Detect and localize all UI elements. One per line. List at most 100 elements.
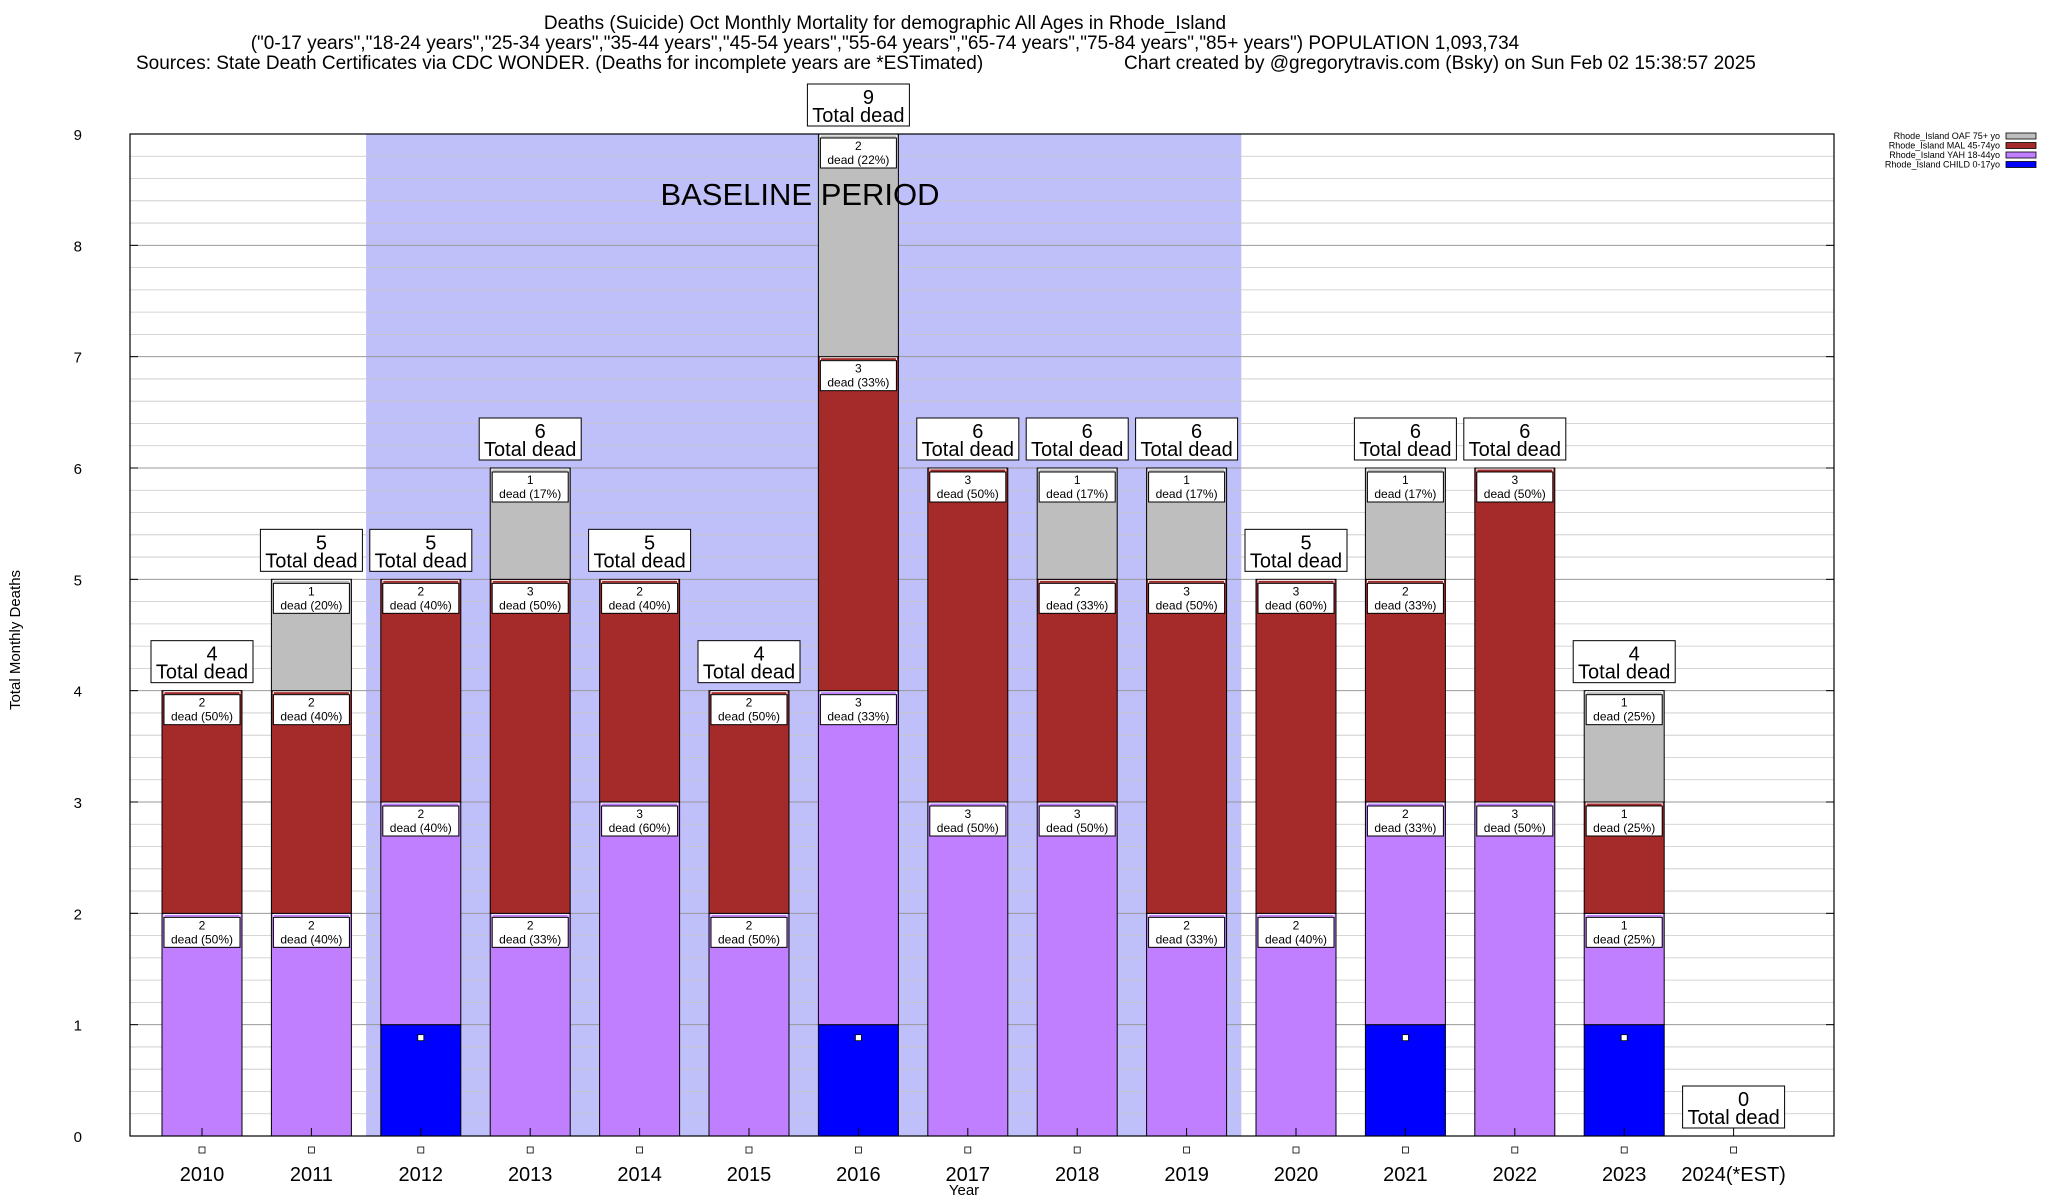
- x-point-marker: [1402, 1146, 1409, 1154]
- total-count-label: 5: [644, 532, 655, 554]
- total-label-box: [1682, 1085, 1786, 1129]
- segment-share-label: dead (33%): [1374, 598, 1436, 612]
- segment-count-label: 2: [1402, 807, 1409, 821]
- segment-share-label: dead (33%): [499, 932, 561, 946]
- segment-share-label: dead (50%): [499, 598, 561, 612]
- segment-count-label: 1: [1183, 473, 1190, 487]
- segment-share-label: dead (25%): [1593, 821, 1655, 835]
- segment-count-label: 3: [964, 807, 971, 821]
- total-label-box: [1025, 417, 1129, 461]
- x-tick-label: 2017: [946, 1164, 991, 1186]
- total-caption-label: Total dead: [484, 439, 576, 461]
- x-point-marker: [964, 1146, 972, 1154]
- total-label-box: [1353, 417, 1457, 461]
- segment-label-box: [491, 471, 569, 503]
- segment-share-label: dead (50%): [937, 821, 999, 835]
- y-tick-label: 3: [74, 795, 82, 812]
- x-tick-label: 2014: [617, 1164, 662, 1186]
- total-count-label: 6: [1082, 421, 1093, 443]
- segment-count-label: 2: [308, 918, 315, 932]
- x-axis-label: Year: [949, 1182, 979, 1199]
- x-point-marker: [1620, 1146, 1628, 1154]
- x-tick-label: 2010: [180, 1164, 225, 1186]
- total-count-label: 9: [863, 87, 874, 109]
- total-count-label: 0: [1738, 1089, 1749, 1111]
- bar-segment: [1364, 578, 1446, 803]
- x-tick-label: 2016: [836, 1164, 881, 1186]
- total-caption-label: Total dead: [593, 550, 685, 572]
- segment-share-label: dead (33%): [827, 376, 889, 390]
- segment-share-label: dead (25%): [1593, 932, 1655, 946]
- segment-count-label: 2: [746, 696, 753, 710]
- segment-count-label: 3: [1511, 807, 1518, 821]
- segment-count-label: 3: [1511, 473, 1518, 487]
- bar-segment: [927, 467, 1009, 803]
- total-caption-label: Total dead: [375, 550, 467, 572]
- segment-count-label: 2: [746, 918, 753, 932]
- bar-segment: [1036, 801, 1118, 1137]
- segment-label-box: [601, 582, 679, 614]
- x-point-marker: [1730, 1146, 1737, 1154]
- bar-segment: [489, 578, 571, 914]
- total-caption-label: Total dead: [265, 550, 357, 572]
- segment-label-box: [929, 805, 1007, 837]
- segment-label-box: [1148, 582, 1226, 614]
- segment-count-label: 3: [855, 696, 862, 710]
- segment-count-label: 2: [1293, 918, 1300, 932]
- total-caption-label: Total dead: [156, 662, 248, 684]
- segment-count-label: 2: [1074, 584, 1081, 598]
- segment-label-box: [1038, 582, 1116, 614]
- x-point-marker: [1292, 1146, 1300, 1154]
- legend-swatch: [2005, 151, 2037, 159]
- total-caption-label: Total dead: [922, 439, 1014, 461]
- total-count-label: 6: [1191, 421, 1202, 443]
- segment-count-label: 2: [636, 584, 643, 598]
- bar-segment: [1364, 1024, 1446, 1137]
- segment-count-label: 2: [417, 584, 424, 598]
- segment-share-label: dead (40%): [390, 598, 452, 612]
- segment-label-box: [272, 916, 350, 948]
- baseline-period-label: BASELINE PERIOD: [660, 177, 939, 212]
- segment-label-box: [1257, 582, 1335, 614]
- total-caption-label: Total dead: [1250, 550, 1342, 572]
- segment-label-box: [163, 916, 241, 948]
- x-tick-label: 2023: [1602, 1164, 1647, 1186]
- bar-segment: [1364, 801, 1446, 1026]
- segment-share-label: dead (20%): [280, 598, 342, 612]
- segment-share-label: dead (40%): [280, 710, 342, 724]
- x-point-marker: [855, 1146, 862, 1154]
- total-label-box: [697, 640, 801, 684]
- total-label-box: [259, 528, 363, 572]
- y-tick-label: 6: [74, 461, 82, 478]
- segment-count-label: 3: [527, 584, 534, 598]
- segment-count-label: 2: [417, 807, 424, 821]
- segment-label-box: [819, 694, 897, 726]
- total-label-box: [916, 417, 1020, 461]
- segment-share-label: dead (22%): [827, 153, 889, 167]
- segment-count-label: 3: [964, 473, 971, 487]
- segment-share-label: dead (50%): [1484, 487, 1546, 501]
- segment-label-box: [1366, 805, 1444, 837]
- segment-count-label: 3: [1074, 807, 1081, 821]
- x-point-marker: [198, 1146, 206, 1154]
- segment-count-label: 2: [855, 139, 862, 153]
- segment-count-label: 1: [1621, 696, 1628, 710]
- segment-share-label: dead (17%): [1374, 487, 1436, 501]
- chart-title: Deaths (Suicide) Oct Monthly Mortality f…: [543, 13, 1227, 34]
- bar-segment: [708, 912, 790, 1137]
- x-tick-label: 2012: [399, 1164, 444, 1186]
- segment-share-label: dead (40%): [390, 821, 452, 835]
- sources-note: Sources: State Death Certificates via CD…: [136, 53, 984, 74]
- bar-segment: [817, 690, 899, 1026]
- segment-label-box: [1585, 916, 1663, 948]
- x-point-marker: [526, 1146, 534, 1154]
- total-count-label: 6: [1410, 421, 1421, 443]
- total-count-label: 4: [753, 644, 764, 666]
- segment-share-label: dead (40%): [280, 932, 342, 946]
- total-label-box: [1572, 640, 1676, 684]
- bar-segment: [817, 133, 899, 358]
- child-marker: [855, 1034, 862, 1042]
- x-point-marker: [1183, 1146, 1190, 1154]
- segment-count-label: 1: [527, 473, 534, 487]
